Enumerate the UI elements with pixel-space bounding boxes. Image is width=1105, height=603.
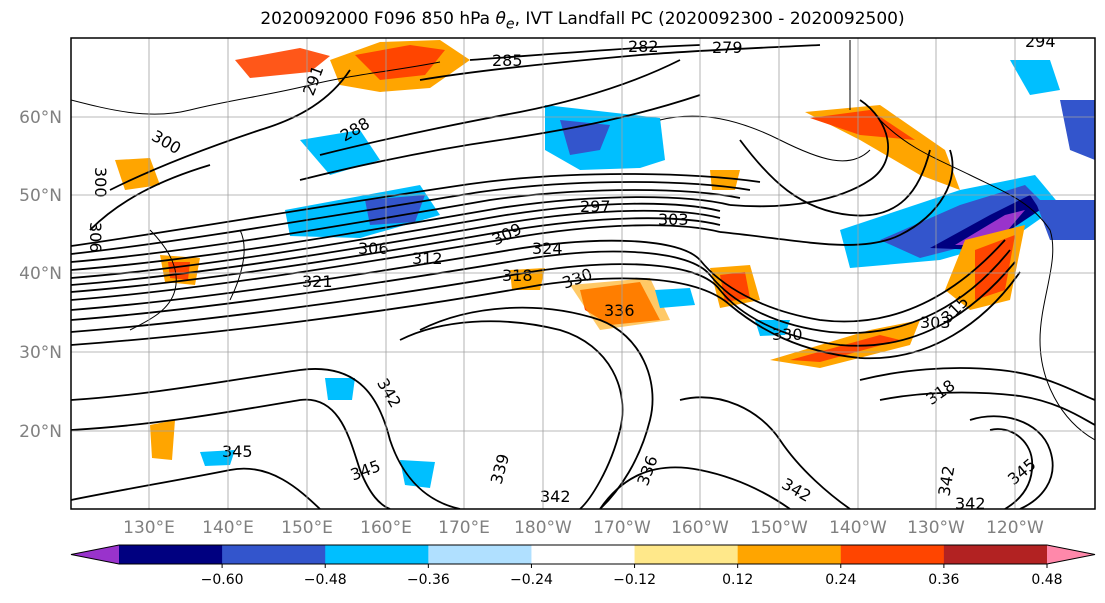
- gridlines: [71, 38, 1095, 509]
- colorbar-segment: [737, 545, 842, 564]
- contour-label: 318: [502, 266, 533, 285]
- colorbar-tick-label: −0.12: [613, 572, 656, 588]
- title-suffix: , IVT Landfall PC (2020092300 - 20200925…: [514, 9, 905, 29]
- colorbar-tick-label: −0.36: [407, 572, 450, 588]
- contour-label: 336: [604, 301, 635, 320]
- contour-label: 306: [358, 239, 389, 258]
- lat-tick-label: 60°N: [19, 108, 62, 128]
- lat-tick-label: 50°N: [19, 186, 62, 206]
- lat-tick-label: 20°N: [19, 422, 62, 442]
- lon-tick-label: 150°E: [281, 518, 333, 538]
- contour-label: 297: [580, 197, 611, 216]
- contour-label: 330: [772, 325, 803, 344]
- colorbar-segment: [840, 545, 945, 564]
- contour-label: 342: [540, 487, 571, 506]
- colorbar-extend-low: [71, 545, 119, 564]
- contour-label: 285: [492, 51, 523, 70]
- contour-label: 279: [712, 38, 743, 57]
- lon-tick-label: 170°E: [438, 518, 490, 538]
- lon-tick-label: 140°E: [202, 518, 254, 538]
- colorbar-tick-label: 0.36: [928, 572, 959, 588]
- coastlines: [71, 40, 1095, 441]
- colorbar-tick-label: −0.60: [201, 572, 244, 588]
- lon-tick-label: 140°W: [829, 518, 887, 538]
- contour-label: 306: [86, 222, 105, 253]
- lon-tick-label: 180°W: [514, 518, 572, 538]
- contour-label: 324: [532, 239, 563, 258]
- lon-tick-label: 170°W: [593, 518, 651, 538]
- lat-tick-label: 30°N: [19, 343, 62, 363]
- colorbar-tick-label: 0.48: [1031, 572, 1062, 588]
- map-frame: [70, 37, 1096, 510]
- anomaly-shading: [115, 40, 1095, 488]
- title-theta-symbol: θ: [495, 9, 506, 29]
- colorbar-segment: [634, 545, 739, 564]
- colorbar: −0.60 −0.48 −0.36 −0.24 −0.12 0.12 0.24 0.36 0.4…: [70, 544, 1096, 588]
- contour-label: 282: [628, 37, 659, 56]
- colorbar-tick-label: 0.12: [722, 572, 753, 588]
- colorbar-segment: [325, 545, 429, 564]
- lat-tick-label: 40°N: [19, 264, 62, 284]
- lon-tick-label: 130°E: [123, 518, 175, 538]
- contour-label: 303: [920, 313, 951, 332]
- contour-label: 300: [91, 167, 110, 198]
- contour-label: 321: [302, 272, 333, 291]
- contour-label: 312: [412, 249, 443, 268]
- title-prefix: 2020092000 F096 850 hPa: [260, 9, 496, 29]
- lon-tick-label: 130°W: [907, 518, 965, 538]
- longitude-axis: 130°E 140°E 150°E 160°E 170°E 180°W 170°…: [123, 518, 1044, 538]
- lon-tick-label: 150°W: [750, 518, 808, 538]
- colorbar-tick-label: −0.24: [510, 572, 553, 588]
- colorbar-segment: [531, 545, 636, 564]
- contour-label: 345: [222, 442, 253, 461]
- colorbar-segment: [428, 545, 532, 564]
- latitude-axis: 20°N 30°N 40°N 50°N 60°N: [19, 108, 62, 442]
- title-theta-subscript: e: [505, 16, 515, 33]
- contour-label: 342: [955, 494, 986, 513]
- lon-tick-label: 160°W: [671, 518, 729, 538]
- lon-tick-label: 160°E: [360, 518, 412, 538]
- colorbar-segment: [222, 545, 326, 564]
- colorbar-extend-high: [1047, 545, 1095, 564]
- contour-label: 303: [658, 210, 689, 229]
- lon-tick-label: 120°W: [986, 518, 1044, 538]
- colorbar-tick-label: 0.24: [825, 572, 856, 588]
- map-title: 2020092000 F096 850 hPa θe, IVT Landfall…: [0, 9, 1105, 32]
- colorbar-segment: [119, 545, 223, 564]
- colorbar-segment: [943, 545, 1048, 564]
- colorbar-tick-label: −0.48: [304, 572, 347, 588]
- contour-label: 294: [1025, 32, 1056, 51]
- colorbar-outline: [70, 544, 1096, 565]
